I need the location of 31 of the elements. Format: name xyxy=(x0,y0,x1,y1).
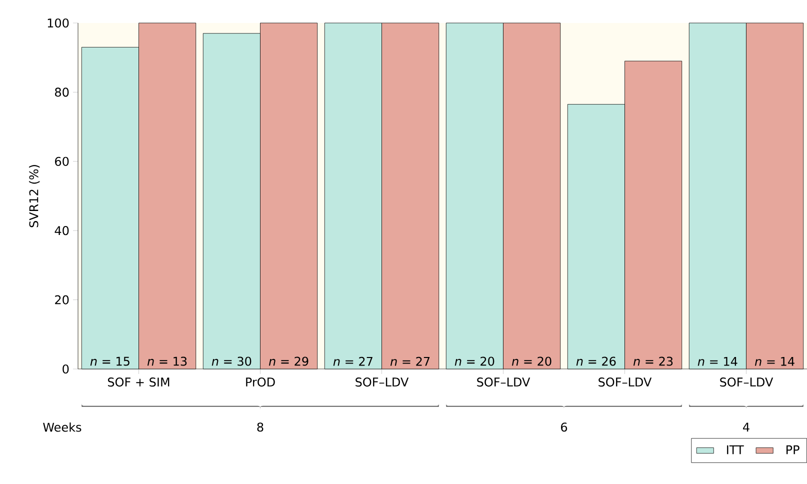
annotation: n = 29 xyxy=(268,356,308,366)
legend-label: PP xyxy=(786,445,800,454)
annotation: n = 13 xyxy=(147,356,187,366)
annotation: n = 27 xyxy=(390,356,430,366)
x-tick-label: PrOD xyxy=(246,378,275,387)
x-tick-label: SOF–LDV xyxy=(356,378,409,387)
x-tick-label: SOF–LDV xyxy=(598,378,652,387)
annotation: n = 27 xyxy=(333,356,372,366)
y-tick-label: 40 xyxy=(54,226,69,236)
text: Weeks xyxy=(43,422,82,432)
annotation: n = 23 xyxy=(633,356,673,366)
y-axis-title: SVR12 (%) xyxy=(29,165,40,228)
y-tick-label: 60 xyxy=(55,156,69,166)
legend-label: ITT xyxy=(727,445,744,454)
text: 8 xyxy=(257,422,264,432)
y-tick-label: 100 xyxy=(48,18,69,28)
text: 6 xyxy=(561,422,568,432)
annotation: n = 20 xyxy=(454,356,494,366)
x-tick-label: SOF + SIM xyxy=(108,378,170,387)
text: 4 xyxy=(743,422,750,432)
annotation: n = 30 xyxy=(212,356,252,366)
annotation: n = 14 xyxy=(698,357,738,366)
x-tick-label: SOF–LDV xyxy=(477,378,530,387)
annotation: n = 15 xyxy=(90,356,130,366)
y-tick-label: 0 xyxy=(62,364,69,374)
x-tick-label: SOF–LDV xyxy=(720,378,774,387)
y-tick-label: 20 xyxy=(55,295,69,304)
annotation: n = 14 xyxy=(754,357,794,366)
annotation: n = 26 xyxy=(576,356,616,366)
y-tick-label: 80 xyxy=(55,88,69,97)
annotation: n = 20 xyxy=(512,356,552,366)
